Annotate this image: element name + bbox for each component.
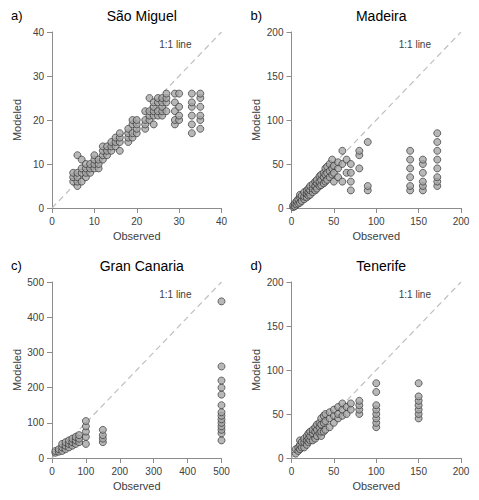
- svg-text:300: 300: [27, 347, 44, 358]
- svg-text:400: 400: [179, 466, 196, 477]
- svg-text:200: 200: [267, 27, 284, 38]
- svg-text:100: 100: [267, 115, 284, 126]
- svg-text:São Miguel: São Miguel: [107, 8, 177, 24]
- svg-text:50: 50: [328, 466, 340, 477]
- svg-text:0: 0: [38, 203, 44, 214]
- svg-text:0: 0: [49, 216, 55, 227]
- svg-text:30: 30: [174, 216, 186, 227]
- svg-text:200: 200: [453, 216, 470, 227]
- svg-text:10: 10: [89, 216, 101, 227]
- svg-text:200: 200: [267, 277, 284, 288]
- svg-text:100: 100: [368, 466, 385, 477]
- svg-text:Observed: Observed: [113, 230, 161, 242]
- svg-text:Modeled: Modeled: [11, 99, 23, 141]
- svg-text:1:1 line: 1:1 line: [399, 39, 432, 50]
- svg-text:150: 150: [267, 71, 284, 82]
- svg-text:Modeled: Modeled: [250, 349, 262, 391]
- svg-text:Observed: Observed: [113, 480, 161, 492]
- svg-text:1:1 line: 1:1 line: [159, 39, 192, 50]
- svg-text:Gran Canaria: Gran Canaria: [100, 258, 184, 274]
- svg-text:200: 200: [27, 382, 44, 393]
- svg-text:0: 0: [289, 216, 295, 227]
- svg-text:150: 150: [410, 216, 427, 227]
- svg-text:200: 200: [111, 466, 128, 477]
- svg-text:50: 50: [272, 409, 284, 420]
- svg-text:500: 500: [27, 277, 44, 288]
- svg-text:100: 100: [27, 417, 44, 428]
- svg-text:300: 300: [145, 466, 162, 477]
- svg-text:20: 20: [33, 115, 45, 126]
- svg-text:30: 30: [33, 71, 45, 82]
- svg-text:Madeira: Madeira: [356, 8, 407, 24]
- svg-text:d): d): [251, 258, 263, 273]
- svg-text:50: 50: [328, 216, 340, 227]
- svg-text:0: 0: [278, 453, 284, 464]
- svg-text:100: 100: [267, 365, 284, 376]
- svg-text:100: 100: [368, 216, 385, 227]
- svg-text:1:1 line: 1:1 line: [159, 289, 192, 300]
- svg-text:b): b): [251, 8, 263, 23]
- svg-text:Observed: Observed: [352, 480, 400, 492]
- svg-text:1:1 line: 1:1 line: [399, 289, 432, 300]
- svg-text:200: 200: [453, 466, 470, 477]
- svg-text:Modeled: Modeled: [11, 349, 23, 391]
- svg-text:500: 500: [213, 466, 230, 477]
- svg-text:Modeled: Modeled: [250, 99, 262, 141]
- svg-text:150: 150: [410, 466, 427, 477]
- svg-text:20: 20: [131, 216, 143, 227]
- svg-text:Observed: Observed: [352, 230, 400, 242]
- svg-text:a): a): [11, 8, 23, 23]
- svg-text:150: 150: [267, 321, 284, 332]
- svg-text:0: 0: [49, 466, 55, 477]
- svg-text:0: 0: [278, 203, 284, 214]
- svg-text:Tenerife: Tenerife: [356, 258, 406, 274]
- svg-text:40: 40: [33, 27, 45, 38]
- svg-text:10: 10: [33, 159, 45, 170]
- svg-text:0: 0: [289, 466, 295, 477]
- svg-text:100: 100: [78, 466, 95, 477]
- svg-text:0: 0: [38, 453, 44, 464]
- svg-text:400: 400: [27, 312, 44, 323]
- svg-text:c): c): [11, 258, 22, 273]
- svg-text:40: 40: [216, 216, 228, 227]
- svg-text:50: 50: [272, 159, 284, 170]
